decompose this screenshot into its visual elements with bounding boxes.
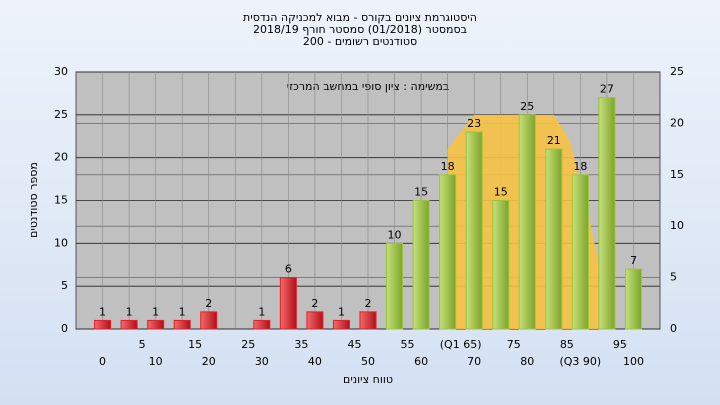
value-label: 21 xyxy=(547,134,561,147)
value-label: 2 xyxy=(365,297,372,310)
bar xyxy=(200,311,218,330)
value-label: 1 xyxy=(126,305,133,318)
value-label: 10 xyxy=(388,228,402,241)
bar xyxy=(492,200,510,330)
bar xyxy=(598,97,616,330)
chart-title: היסטוגרמת ציונים בקורס - מבוא למכניקה הנ… xyxy=(243,11,477,24)
chart-title: בסמסטר (01/2018) סמסטר חורף 2018/19 xyxy=(253,23,467,36)
x-tick-label: 80 xyxy=(520,355,534,368)
value-label: 1 xyxy=(258,305,265,318)
y-tick-label: 25 xyxy=(54,108,68,121)
bar xyxy=(545,148,563,330)
bar xyxy=(120,319,138,330)
value-label: 15 xyxy=(414,186,428,199)
value-label: 15 xyxy=(494,186,508,199)
x-tick-label: 70 xyxy=(467,355,481,368)
value-label: 25 xyxy=(520,100,534,113)
x-tick-label: 20 xyxy=(202,355,216,368)
x-tick-label: 95 xyxy=(613,338,627,351)
y2-tick-label: 20 xyxy=(670,116,684,129)
y-tick-label: 30 xyxy=(54,65,68,78)
y2-tick-label: 25 xyxy=(670,65,684,78)
bar xyxy=(412,200,430,330)
value-label: 1 xyxy=(99,305,106,318)
bar xyxy=(332,319,350,330)
x-tick-label: (Q3 90) xyxy=(559,355,601,368)
chart-title: סטודנטים רשומים - 200 xyxy=(303,35,417,48)
y-tick-label: 15 xyxy=(54,194,68,207)
x-tick-label: 45 xyxy=(347,338,361,351)
bar xyxy=(359,311,377,330)
x-tick-label: 35 xyxy=(294,338,308,351)
x-tick-label: 25 xyxy=(241,338,255,351)
x-tick-label: 85 xyxy=(560,338,574,351)
value-label: 1 xyxy=(152,305,159,318)
y-tick-label: 10 xyxy=(54,236,68,249)
x-tick-label: 50 xyxy=(361,355,375,368)
y2-tick-label: 5 xyxy=(670,271,677,284)
value-label: 18 xyxy=(441,160,455,173)
value-label: 1 xyxy=(179,305,186,318)
x-tick-label: 5 xyxy=(139,338,146,351)
bar xyxy=(94,319,112,330)
value-label: 6 xyxy=(285,263,292,276)
value-label: 27 xyxy=(600,83,614,96)
x-tick-label: 10 xyxy=(149,355,163,368)
y-axis-label: מספר סטודנטים xyxy=(27,162,40,238)
value-label: 2 xyxy=(205,297,212,310)
y2-tick-label: 0 xyxy=(670,322,677,335)
y-tick-label: 0 xyxy=(61,322,68,335)
y2-tick-label: 10 xyxy=(670,219,684,232)
x-tick-label: 75 xyxy=(507,338,521,351)
bar xyxy=(306,311,324,330)
x-tick-label: 60 xyxy=(414,355,428,368)
bar xyxy=(279,277,297,330)
x-tick-label: 55 xyxy=(401,338,415,351)
bar xyxy=(518,114,536,330)
y-tick-label: 5 xyxy=(61,279,68,292)
bar xyxy=(571,174,589,330)
x-tick-label: 15 xyxy=(188,338,202,351)
x-tick-label: 100 xyxy=(623,355,644,368)
x-tick-label: 40 xyxy=(308,355,322,368)
bar xyxy=(253,319,271,330)
bar xyxy=(147,319,165,330)
x-tick-label: 0 xyxy=(99,355,106,368)
x-tick-label: (Q1 65) xyxy=(440,338,482,351)
bar xyxy=(465,131,483,330)
value-label: 1 xyxy=(338,305,345,318)
value-label: 23 xyxy=(467,117,481,130)
y-tick-label: 20 xyxy=(54,151,68,164)
value-label: 7 xyxy=(630,254,637,267)
x-axis-label: טווח ציונים xyxy=(343,373,393,386)
bar xyxy=(624,268,642,330)
y2-tick-label: 15 xyxy=(670,168,684,181)
value-label: 2 xyxy=(311,297,318,310)
bar xyxy=(173,319,191,330)
x-tick-label: 30 xyxy=(255,355,269,368)
bar xyxy=(439,174,457,330)
value-label: 18 xyxy=(573,160,587,173)
bar xyxy=(386,242,404,330)
